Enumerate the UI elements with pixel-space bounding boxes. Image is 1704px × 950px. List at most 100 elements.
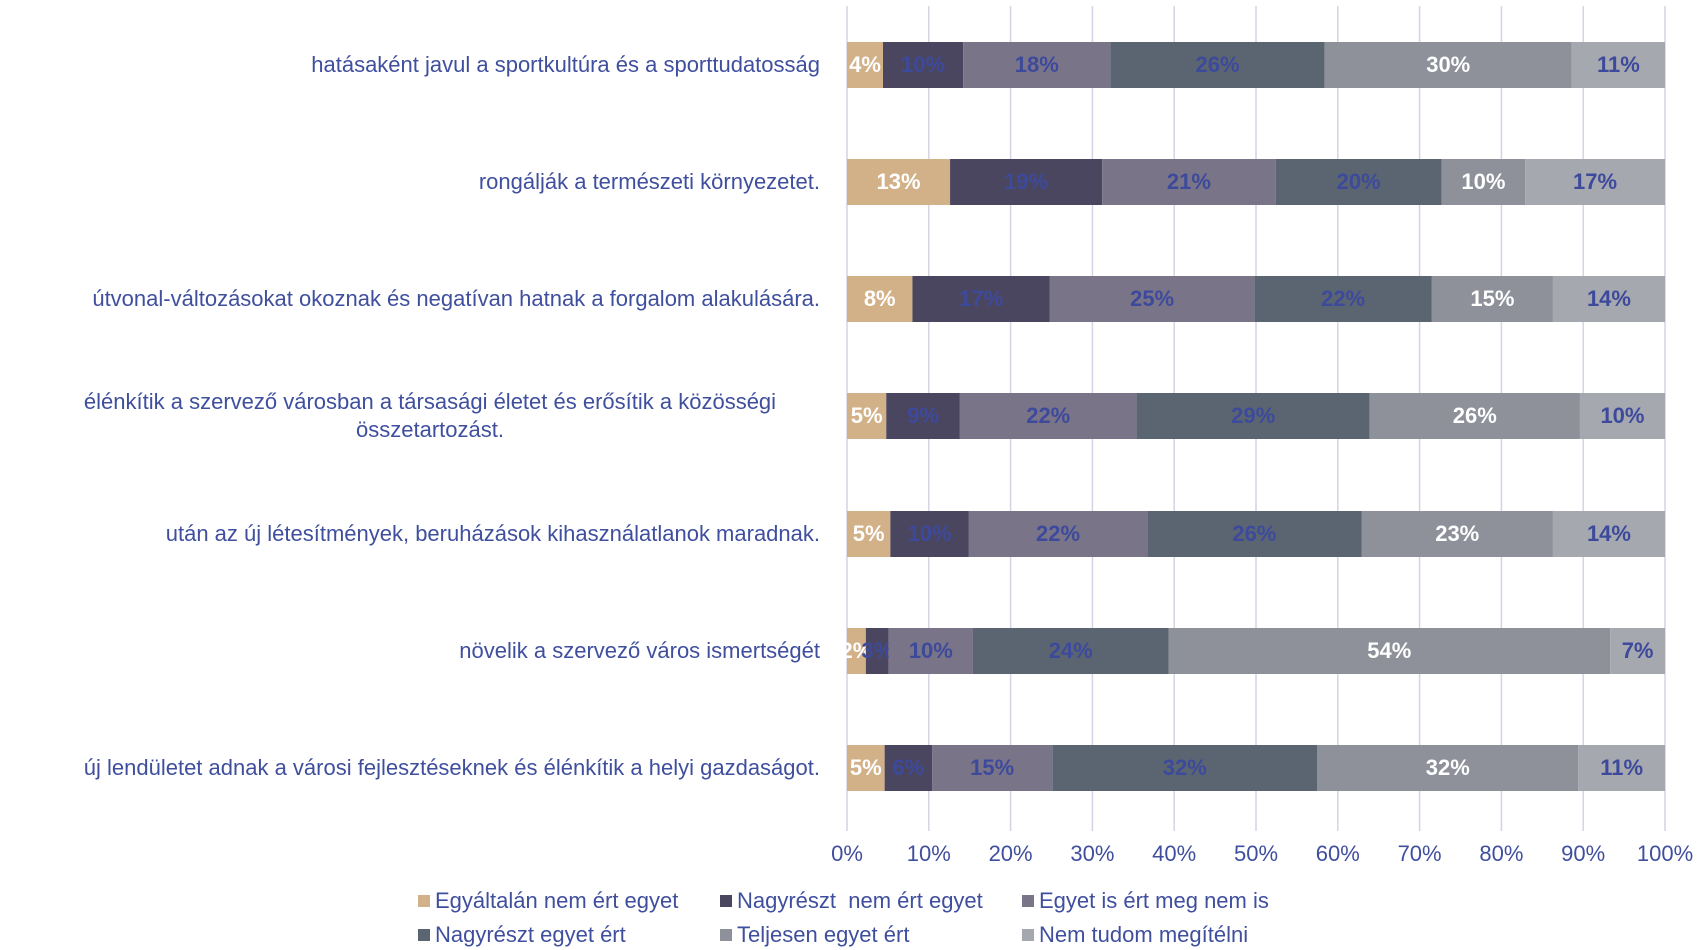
bar-segment — [882, 42, 964, 88]
data-label: 26% — [1232, 521, 1276, 546]
bar-segment — [865, 628, 889, 674]
bar-segment — [888, 628, 973, 674]
bar-segment — [1525, 159, 1665, 205]
bar-segment — [890, 511, 969, 557]
x-tick-label: 0% — [831, 841, 863, 866]
data-label: 20% — [1337, 169, 1381, 194]
category-label: útvonal-változásokat okoznak és negatíva… — [92, 286, 820, 311]
bar-segment — [847, 42, 883, 88]
legend-swatch — [1022, 895, 1034, 907]
bar-segment — [1324, 42, 1572, 88]
data-label: 9% — [907, 403, 939, 428]
bar-segment — [932, 745, 1053, 791]
bar-segment — [1579, 393, 1665, 439]
data-label: 5% — [850, 755, 882, 780]
bar-segment — [1168, 628, 1611, 674]
data-label: 11% — [1600, 755, 1643, 780]
data-label: 6% — [892, 755, 924, 780]
x-tick-label: 70% — [1398, 841, 1442, 866]
x-tick-label: 80% — [1479, 841, 1523, 866]
data-label: 13% — [877, 169, 921, 194]
data-label: 17% — [959, 286, 1003, 311]
data-label: 11% — [1597, 52, 1640, 77]
data-label: 22% — [1036, 521, 1080, 546]
x-tick-label: 100% — [1637, 841, 1693, 866]
data-label: 7% — [1622, 638, 1654, 663]
data-label: 17% — [1573, 169, 1617, 194]
data-label: 14% — [1587, 521, 1631, 546]
data-label: 25% — [1130, 286, 1174, 311]
category-label: hatásaként javul a sportkultúra és a spo… — [311, 52, 820, 77]
data-label: 5% — [851, 403, 883, 428]
bar-segment — [1552, 276, 1665, 322]
data-label: 23% — [1435, 521, 1479, 546]
category-label: új lendületet adnak a városi fejlesztése… — [83, 755, 820, 780]
bar-segment — [847, 276, 913, 322]
bar-segment — [1102, 159, 1276, 205]
x-tick-label: 30% — [1070, 841, 1114, 866]
data-label: 8% — [864, 286, 896, 311]
data-label: 22% — [1026, 403, 1070, 428]
data-label: 14% — [1587, 286, 1631, 311]
legend-swatch — [418, 929, 430, 941]
bar-segment — [1610, 628, 1665, 674]
x-tick-label: 10% — [907, 841, 951, 866]
data-label: 26% — [1196, 52, 1240, 77]
bar-segment — [1254, 276, 1432, 322]
legend-label: Egyáltalán nem ért egyet — [435, 888, 678, 913]
bar-segment — [1136, 393, 1370, 439]
bar-segment — [1369, 393, 1580, 439]
category-label: rongálják a természeti környezetet. — [478, 169, 820, 194]
bar-segment — [1052, 745, 1318, 791]
bar-segment — [1317, 745, 1579, 791]
bar-segment — [950, 159, 1103, 205]
bar-segment — [847, 511, 891, 557]
data-label: 10% — [1461, 169, 1505, 194]
bar-segment — [963, 42, 1111, 88]
legend-label: Nagyrészt nem ért egyet — [737, 888, 983, 913]
bar-segment — [972, 628, 1169, 674]
data-label: 10% — [909, 638, 953, 663]
bar-segment — [1431, 276, 1553, 322]
data-label: 10% — [1600, 403, 1644, 428]
bar-segment — [1441, 159, 1526, 205]
data-label: 22% — [1321, 286, 1365, 311]
legend-swatch — [720, 929, 732, 941]
data-label: 18% — [1015, 52, 1059, 77]
bar-segment — [847, 628, 866, 674]
data-label: 21% — [1167, 169, 1211, 194]
bar-segment — [1361, 511, 1553, 557]
bar-segment — [884, 745, 933, 791]
data-label: 32% — [1163, 755, 1207, 780]
x-tick-label: 40% — [1152, 841, 1196, 866]
category-label: növelik a szervező város ismertségét — [459, 638, 820, 663]
legend-label: Teljesen egyet ért — [737, 922, 909, 947]
bar-segment — [1110, 42, 1325, 88]
x-tick-label: 90% — [1561, 841, 1605, 866]
bar-segment — [847, 159, 951, 205]
legend-swatch — [418, 895, 430, 907]
bar-segment — [1578, 745, 1665, 791]
bar-segment — [968, 511, 1148, 557]
legend-label: Nagyrészt egyet ért — [435, 922, 626, 947]
legend-swatch — [720, 895, 732, 907]
data-label: 4% — [849, 52, 881, 77]
bar-segment — [1571, 42, 1665, 88]
data-label: 3% — [861, 638, 893, 663]
data-label: 5% — [853, 521, 885, 546]
data-label: 26% — [1453, 403, 1497, 428]
bar-segment — [912, 276, 1050, 322]
legend-label: Egyet is ért meg nem is — [1039, 888, 1269, 913]
bar-segment — [959, 393, 1137, 439]
bar-segment — [847, 393, 887, 439]
data-label: 15% — [1470, 286, 1514, 311]
data-label: 15% — [970, 755, 1014, 780]
bar-segment — [1147, 511, 1362, 557]
data-label: 29% — [1231, 403, 1275, 428]
category-label: élénkítik a szervező városban a társaság… — [83, 389, 777, 442]
bar-segment — [847, 745, 885, 791]
legend-swatch — [1022, 929, 1034, 941]
bar-segment — [886, 393, 960, 439]
